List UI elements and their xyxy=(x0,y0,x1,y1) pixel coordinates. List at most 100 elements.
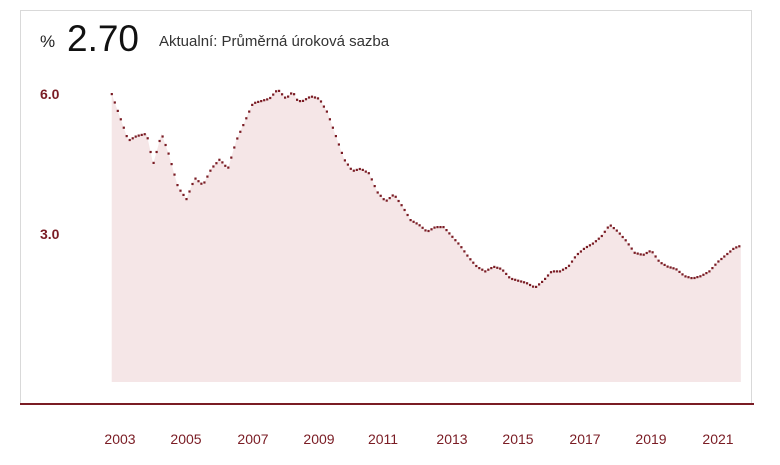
series-point xyxy=(290,92,293,95)
series-point xyxy=(400,204,403,207)
series-point xyxy=(173,173,176,176)
series-point xyxy=(281,93,284,96)
x-tick-label: 2017 xyxy=(569,431,601,447)
series-point xyxy=(696,276,699,279)
series-point xyxy=(729,250,732,253)
series-point xyxy=(197,180,200,183)
series-point xyxy=(316,97,320,100)
series-point xyxy=(711,267,714,270)
series-point xyxy=(615,229,618,232)
series-point xyxy=(436,226,439,229)
series-point xyxy=(328,118,331,121)
series-point xyxy=(349,167,352,170)
series-point xyxy=(684,275,687,278)
series-point xyxy=(717,260,720,263)
series-point xyxy=(675,268,678,271)
series-point xyxy=(681,273,684,276)
x-tick-label: 2003 xyxy=(104,431,136,447)
y-tick-label: 6.0 xyxy=(40,86,60,102)
series-point xyxy=(735,246,738,249)
series-point xyxy=(478,267,481,270)
series-point xyxy=(594,240,597,243)
series-point xyxy=(669,266,672,269)
series-point xyxy=(484,270,487,273)
series-point xyxy=(657,259,660,262)
series-point xyxy=(254,101,257,104)
chart-card xyxy=(20,10,752,404)
series-point xyxy=(146,137,149,140)
series-point xyxy=(385,199,388,202)
series-point xyxy=(110,93,113,96)
series-point xyxy=(567,264,571,267)
series-point xyxy=(714,263,717,266)
series-point xyxy=(654,255,657,258)
series-point xyxy=(313,96,317,99)
series-point xyxy=(379,194,382,197)
series-point xyxy=(732,247,735,250)
series-point xyxy=(505,272,508,275)
series-point xyxy=(642,253,645,256)
series-point xyxy=(690,277,693,280)
series-point xyxy=(612,227,615,230)
series-point xyxy=(588,244,591,247)
series-point xyxy=(170,163,173,166)
series-point xyxy=(523,281,526,284)
series-point xyxy=(439,226,442,229)
series-point xyxy=(678,270,681,273)
series-point xyxy=(215,162,218,165)
series-point xyxy=(448,232,451,235)
series-point xyxy=(334,135,337,138)
series-point xyxy=(236,137,239,140)
series-point xyxy=(508,276,511,279)
series-point xyxy=(388,197,391,200)
series-point xyxy=(230,156,233,159)
series-point xyxy=(570,260,574,263)
series-point xyxy=(424,229,427,232)
series-point xyxy=(624,239,627,242)
series-point xyxy=(636,252,639,255)
series-caption: Aktualní: Průměrná úroková sazba xyxy=(159,33,390,50)
series-point xyxy=(579,250,582,253)
series-point xyxy=(158,139,161,143)
series-point xyxy=(331,126,334,129)
series-point xyxy=(576,252,579,256)
series-point xyxy=(152,161,155,164)
series-point xyxy=(555,270,559,273)
series-point xyxy=(209,169,212,172)
y-tick-label: 3.0 xyxy=(40,226,60,242)
series-point xyxy=(529,283,532,287)
unit-label: % xyxy=(40,32,56,51)
series-point xyxy=(310,95,314,98)
series-point xyxy=(720,257,723,261)
series-point xyxy=(618,232,621,235)
series-point xyxy=(352,169,355,172)
series-point xyxy=(122,126,125,129)
series-point xyxy=(319,100,323,103)
series-point xyxy=(188,190,191,193)
series-point xyxy=(325,110,328,113)
series-point xyxy=(597,237,600,240)
series-point xyxy=(490,267,493,270)
series-area xyxy=(111,89,741,383)
series-point xyxy=(499,267,502,270)
series-point xyxy=(194,177,197,180)
series-point xyxy=(191,182,194,186)
series-point xyxy=(307,96,311,99)
series-point xyxy=(630,247,633,250)
series-point xyxy=(421,226,424,229)
series-point xyxy=(687,276,690,279)
series-point xyxy=(475,264,478,268)
series-point xyxy=(200,182,203,185)
series-point xyxy=(337,143,340,146)
series-point xyxy=(409,219,412,222)
x-axis-line xyxy=(20,403,754,405)
series-point xyxy=(346,163,349,166)
series-point xyxy=(454,239,457,242)
series-point xyxy=(705,272,708,275)
series-point xyxy=(373,185,376,188)
series-point xyxy=(460,246,463,249)
current-value: 2.70 xyxy=(67,18,140,59)
series-point xyxy=(239,130,242,133)
series-point xyxy=(266,98,269,101)
